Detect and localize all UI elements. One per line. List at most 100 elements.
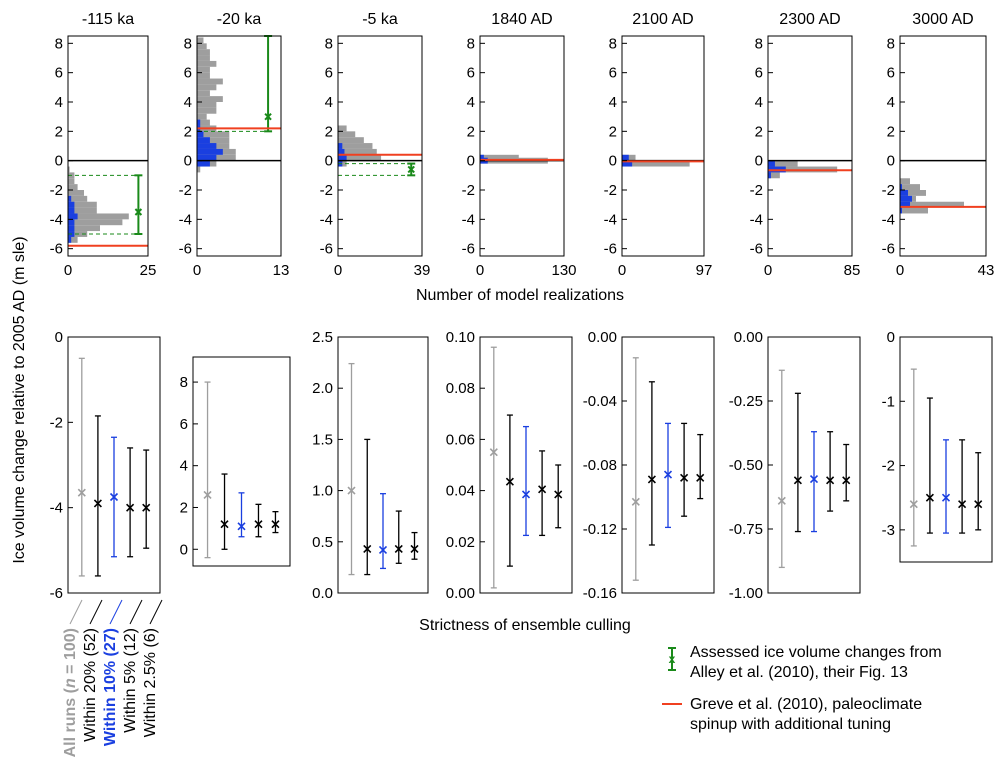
y-tick-label: 2	[55, 123, 63, 140]
histogram-bar-all-runs	[197, 166, 201, 173]
y-tick-label: 6	[180, 416, 188, 433]
histogram-bar-all-runs	[197, 78, 223, 85]
y-tick-label: 4	[755, 94, 763, 111]
errorbar-panel: 0 -1 -2 -3	[882, 329, 993, 563]
y-axis-label: Ice volume change relative to 2005 AD (m…	[11, 236, 28, 563]
x-tick-label: 39	[414, 262, 431, 279]
errorbar-within-20	[793, 392, 802, 533]
y-tick-label: -1.00	[729, 585, 763, 602]
y-tick-label: 6	[887, 65, 895, 82]
histogram-bar-all-runs	[900, 207, 928, 214]
x-tick-label: 0	[193, 262, 201, 279]
y-tick-label: 2.5	[312, 329, 333, 346]
alley-center-marker	[134, 208, 143, 216]
errorbar-all-runs	[77, 357, 86, 577]
y-tick-label: 0	[180, 541, 188, 558]
panel-frame	[479, 35, 565, 257]
panel-frame	[621, 35, 705, 257]
y-tick-label: 0.00	[446, 585, 475, 602]
y-tick-label: -4	[604, 211, 617, 228]
histogram-bar-all-runs	[900, 201, 964, 208]
y-tick-label: 0	[887, 329, 895, 346]
errorbar-within-5	[680, 422, 689, 517]
y-tick-label: -6	[462, 241, 475, 258]
histogram-bar-all-runs	[197, 72, 210, 79]
histogram-bar-all-runs	[338, 125, 347, 132]
y-tick-label: 6	[184, 65, 192, 82]
panel-frame	[192, 356, 291, 567]
y-tick-label: -4	[882, 211, 895, 228]
y-tick-label: -2	[320, 182, 333, 199]
histogram-bar-within-10	[68, 201, 75, 208]
errorbar-panel: 0 2 4 6 8	[180, 356, 291, 567]
category-labels: All runs (n = 100) Within 20% (52) Within …	[62, 599, 163, 757]
y-tick-label: 0	[467, 153, 475, 170]
errorbar-within-10	[378, 493, 388, 570]
category-connector	[89, 599, 103, 625]
y-tick-label: 0.06	[446, 431, 475, 448]
errorbar-within-2.5	[142, 449, 151, 549]
histogram-bar-all-runs	[338, 148, 377, 155]
errorbar-center-marker	[220, 520, 229, 529]
histogram-bar-within-10	[900, 201, 910, 208]
y-tick-label: 2	[184, 123, 192, 140]
errorbar-center-marker	[142, 503, 151, 512]
errorbar-center-marker	[109, 492, 119, 502]
histogram-bar-all-runs	[68, 201, 97, 208]
histogram-panel: 1840 AD -6 -4 -2 0 2 4 6 8 0 130	[462, 11, 577, 279]
errorbar-panel: 0.00 -0.25 -0.50 -0.75 -1.00	[729, 329, 861, 602]
histogram-bar-all-runs	[197, 107, 217, 114]
category-connector	[69, 599, 83, 625]
y-tick-label: 1.5	[312, 431, 333, 448]
y-tick-label: 0	[184, 153, 192, 170]
errorbar-within-5	[958, 439, 967, 534]
histogram-bar-within-10	[68, 207, 75, 214]
errorbar-all-runs	[489, 346, 498, 589]
errorbar-all-runs	[777, 369, 786, 569]
errorbar-center-marker	[842, 476, 851, 485]
category-label: Within 5% (12)	[122, 599, 143, 733]
errorbar-center-marker	[777, 496, 786, 505]
errorbar-center-marker	[826, 476, 835, 485]
y-tick-label: -3	[882, 522, 895, 539]
histogram-bar-all-runs	[68, 190, 84, 196]
y-tick-label: 2.0	[312, 380, 333, 397]
y-tick-label: 0.02	[446, 534, 475, 551]
bottom-x-axis-label: Strictness of ensemble culling	[419, 617, 631, 634]
legend: x Assessed ice volume changes from Alley…	[662, 644, 942, 733]
histogram-panel: -115 ka -6 -4 -2 0 2 4 6 8 0 25	[50, 11, 157, 279]
histogram-bar-within-10	[622, 154, 629, 161]
histogram-bar-all-runs	[338, 131, 356, 138]
errorbar-within-2.5	[842, 443, 851, 502]
histogram-bar-within-10	[900, 184, 902, 190]
y-tick-label: 0	[755, 153, 763, 170]
panel-frame	[767, 35, 853, 257]
errorbar-center-marker	[554, 490, 563, 499]
histogram-bar-all-runs	[197, 119, 210, 126]
errorbar-center-marker	[271, 520, 280, 529]
histogram-bar-within-10	[197, 154, 217, 161]
histogram-bar-all-runs	[197, 60, 217, 67]
histogram-bar-within-10	[197, 137, 210, 144]
errorbar-within-5	[538, 450, 547, 537]
errorbar-center-marker	[941, 493, 951, 502]
histogram-bar-within-10	[622, 160, 633, 167]
y-tick-label: 0.0	[312, 585, 333, 602]
y-tick-label: 8	[609, 35, 617, 52]
y-tick-label: 0.08	[446, 380, 475, 397]
svg-text:x: x	[669, 652, 676, 666]
category-label: Within 2.5% (6)	[142, 599, 163, 737]
errorbar-within-5	[126, 447, 135, 558]
y-tick-label: 0	[55, 329, 63, 346]
errorbar-center-marker	[93, 499, 102, 508]
histogram-bar-all-runs	[197, 37, 204, 44]
y-tick-label: -6	[750, 241, 763, 258]
y-tick-label: 2	[609, 123, 617, 140]
errorbar-within-10	[809, 431, 819, 533]
x-tick-label: 85	[844, 262, 861, 279]
y-tick-label: 6	[325, 65, 333, 82]
legend-alley-line1: Assessed ice volume changes from	[690, 644, 942, 661]
y-tick-label: 0	[325, 153, 333, 170]
x-tick-label: 25	[140, 262, 157, 279]
x-tick-label: 130	[551, 262, 576, 279]
